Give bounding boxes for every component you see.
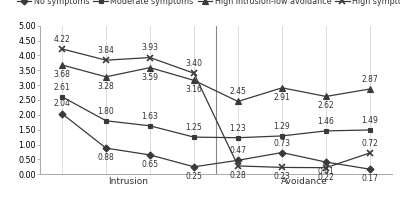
Text: 0.47: 0.47 <box>230 146 246 155</box>
Moderate symptoms <box>60 95 64 98</box>
Moderate symptoms <box>324 130 328 132</box>
High intrusion-low avoidance <box>104 76 108 78</box>
Line: High intrusion-low avoidance: High intrusion-low avoidance <box>59 62 373 104</box>
No symptoms <box>368 168 372 170</box>
Text: 3.28: 3.28 <box>98 82 114 91</box>
No symptoms <box>192 166 196 168</box>
High intrusion-low avoidance <box>60 64 64 66</box>
Line: High symptoms: High symptoms <box>59 46 373 171</box>
Text: 0.28: 0.28 <box>230 171 246 180</box>
No symptoms <box>104 147 108 149</box>
Line: No symptoms: No symptoms <box>60 111 372 172</box>
Text: 2.04: 2.04 <box>54 99 70 108</box>
Text: 3.68: 3.68 <box>54 70 70 79</box>
Text: 4.22: 4.22 <box>54 35 70 44</box>
High intrusion-low avoidance <box>324 95 328 98</box>
Text: 0.41: 0.41 <box>318 167 334 176</box>
Text: 0.65: 0.65 <box>142 160 158 169</box>
Line: Moderate symptoms: Moderate symptoms <box>60 94 372 140</box>
High intrusion-low avoidance <box>368 88 372 90</box>
Text: Avoidance: Avoidance <box>281 177 327 186</box>
Legend: No symptoms, Moderate symptoms, High intrusion-low avoidance, High symptoms: No symptoms, Moderate symptoms, High int… <box>17 0 400 6</box>
Text: 1.46: 1.46 <box>318 117 334 126</box>
Text: 2.87: 2.87 <box>362 75 378 84</box>
Moderate symptoms <box>192 136 196 138</box>
High intrusion-low avoidance <box>280 87 284 89</box>
Text: 1.23: 1.23 <box>230 124 246 133</box>
Text: 3.93: 3.93 <box>142 44 158 52</box>
Text: 0.72: 0.72 <box>362 139 378 148</box>
Text: 3.84: 3.84 <box>98 46 114 55</box>
Text: 1.29: 1.29 <box>274 122 290 131</box>
High symptoms <box>60 48 64 50</box>
Text: 1.49: 1.49 <box>362 116 378 125</box>
No symptoms <box>280 151 284 154</box>
Text: 0.73: 0.73 <box>274 139 290 148</box>
Text: Intrusion: Intrusion <box>108 177 148 186</box>
Moderate symptoms <box>104 120 108 122</box>
High symptoms <box>148 56 152 59</box>
Text: 2.61: 2.61 <box>54 83 70 92</box>
High symptoms <box>236 165 240 167</box>
High symptoms <box>280 166 284 168</box>
Text: 1.25: 1.25 <box>186 123 202 132</box>
Text: 3.40: 3.40 <box>186 59 202 68</box>
High symptoms <box>192 72 196 74</box>
No symptoms <box>324 161 328 163</box>
High symptoms <box>104 59 108 61</box>
High symptoms <box>368 152 372 154</box>
Moderate symptoms <box>148 125 152 127</box>
Text: 0.25: 0.25 <box>186 171 202 181</box>
Text: 0.22: 0.22 <box>318 173 334 182</box>
Text: 2.91: 2.91 <box>274 93 290 102</box>
Moderate symptoms <box>368 129 372 131</box>
High intrusion-low avoidance <box>192 79 196 82</box>
No symptoms <box>236 159 240 162</box>
No symptoms <box>60 112 64 115</box>
Text: 1.80: 1.80 <box>98 107 114 116</box>
Text: 0.17: 0.17 <box>362 174 378 183</box>
Text: 3.59: 3.59 <box>142 73 158 82</box>
Moderate symptoms <box>236 137 240 139</box>
High symptoms <box>324 167 328 169</box>
Text: 0.23: 0.23 <box>274 172 290 181</box>
Text: 2.62: 2.62 <box>318 101 334 110</box>
High intrusion-low avoidance <box>148 66 152 69</box>
No symptoms <box>148 154 152 156</box>
High intrusion-low avoidance <box>236 100 240 103</box>
Text: 0.88: 0.88 <box>98 153 114 162</box>
Text: 3.16: 3.16 <box>186 85 202 94</box>
Moderate symptoms <box>280 135 284 137</box>
Text: 1.63: 1.63 <box>142 112 158 121</box>
Text: 2.45: 2.45 <box>230 88 246 96</box>
